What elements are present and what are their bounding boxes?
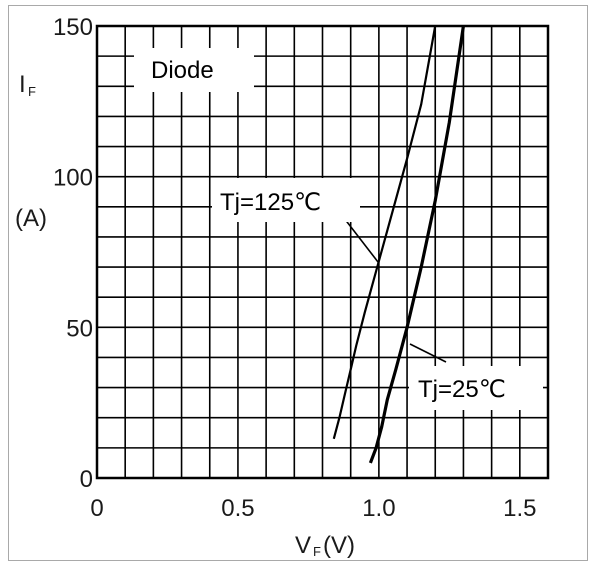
annotation-background bbox=[409, 366, 543, 410]
y-axis-label-subscript: F bbox=[28, 84, 36, 99]
annotations: Tj=125℃ Tj=25℃ bbox=[212, 178, 543, 410]
y-tick-label: 0 bbox=[80, 466, 93, 493]
chart-frame bbox=[8, 5, 588, 561]
y-tick-label: 50 bbox=[66, 315, 93, 342]
y-axis-label: I F (A) bbox=[15, 71, 47, 232]
y-tick-label: 150 bbox=[53, 14, 93, 41]
x-tick-labels: 0 0.5 1.0 1.5 bbox=[90, 495, 536, 522]
series-line-2 bbox=[368, 25, 465, 464]
x-axis-label-main: V bbox=[295, 532, 311, 559]
y-axis-label-main: I bbox=[19, 71, 26, 98]
x-tick-label: 0 bbox=[90, 495, 103, 522]
series-annotation-label: Tj=125℃ bbox=[220, 189, 321, 216]
legend-box: Diode bbox=[134, 48, 254, 92]
annotation-background bbox=[212, 178, 360, 222]
y-tick-labels: 0 50 100 150 bbox=[53, 14, 93, 493]
series-line-1 bbox=[332, 25, 437, 440]
x-axis-label: V F (V) bbox=[295, 532, 355, 559]
annotation-leader-line bbox=[343, 217, 379, 263]
x-axis-label-subscript: F bbox=[313, 544, 321, 559]
y-axis-unit: (A) bbox=[15, 205, 47, 232]
x-tick-label: 1.0 bbox=[362, 495, 395, 522]
x-tick-label: 0.5 bbox=[221, 495, 254, 522]
y-tick-label: 100 bbox=[53, 165, 93, 192]
legend-box-label: Diode bbox=[151, 57, 214, 84]
grid bbox=[97, 26, 548, 478]
series-lines bbox=[332, 25, 465, 464]
plot-border bbox=[95, 24, 550, 480]
x-tick-label: 1.5 bbox=[503, 495, 536, 522]
legend-box-background bbox=[134, 48, 254, 92]
x-axis-unit: (V) bbox=[323, 532, 355, 559]
series-annotation-label: Tj=25℃ bbox=[418, 376, 506, 403]
annotation-leader-line bbox=[409, 343, 447, 363]
